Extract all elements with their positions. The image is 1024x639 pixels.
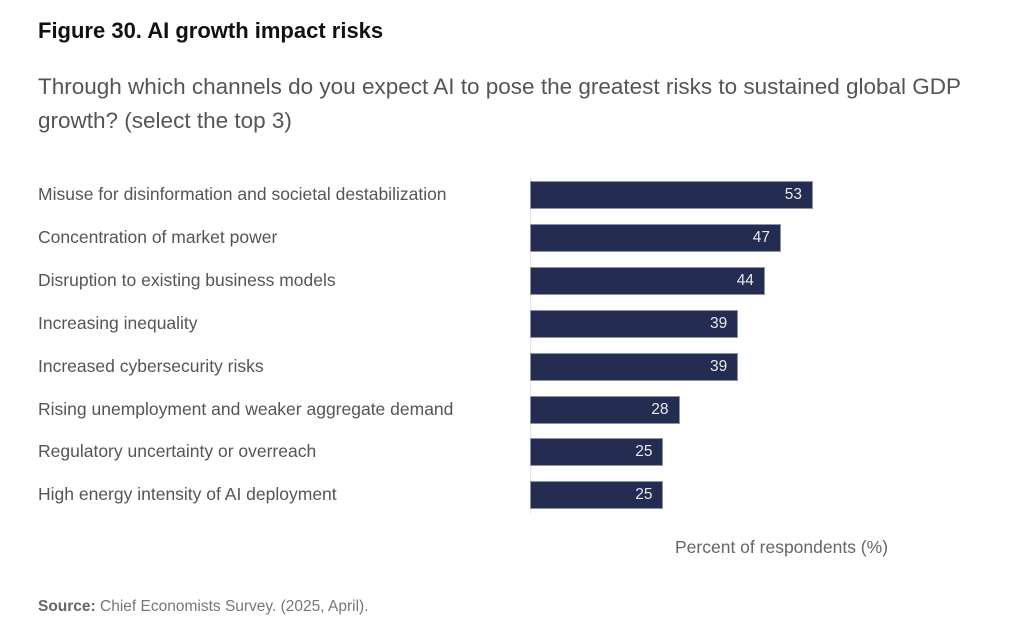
bar-value-label: 44: [736, 271, 754, 289]
source-label: Source:: [38, 598, 96, 615]
bar: 47: [530, 223, 781, 252]
y-axis-line: [530, 178, 531, 514]
category-label: Concentration of market power: [38, 226, 278, 247]
bar-value-label: 53: [784, 186, 802, 203]
bar: 39: [530, 309, 739, 338]
bar: 53: [530, 181, 813, 209]
category-label: Disruption to existing business models: [38, 269, 336, 290]
category-label: Increased cybersecurity risks: [38, 355, 264, 376]
category-label: Misuse for disinformation and societal d…: [38, 184, 447, 204]
bar: 25: [530, 481, 664, 510]
bar-value-label: 25: [635, 486, 653, 504]
bar-value-label: 39: [709, 357, 728, 375]
bar: 44: [530, 266, 765, 295]
bar-value-label: 28: [651, 400, 669, 418]
bar-value-label: 25: [635, 443, 653, 461]
category-label: Increasing inequality: [38, 312, 198, 333]
source-text: Chief Economists Survey. (2025, April).: [100, 598, 369, 615]
bar: 39: [530, 352, 739, 381]
category-label: Regulatory uncertainty or overreach: [38, 441, 317, 462]
category-label: Rising unemployment and weaker aggregate…: [38, 398, 454, 419]
chart-subtitle: Through which channels do you expect AI …: [38, 74, 961, 133]
chart-title: Figure 30. AI growth impact risks: [38, 18, 384, 43]
bar-value-label: 47: [752, 228, 770, 246]
x-axis-label: Percent of respondents (%): [675, 537, 889, 557]
bar-value-label: 39: [709, 314, 728, 332]
source-note: Source: Chief Economists Survey. (2025, …: [38, 598, 369, 616]
category-label: High energy intensity of AI deployment: [38, 484, 337, 505]
bar: 25: [530, 438, 664, 467]
bar: 28: [530, 395, 680, 424]
